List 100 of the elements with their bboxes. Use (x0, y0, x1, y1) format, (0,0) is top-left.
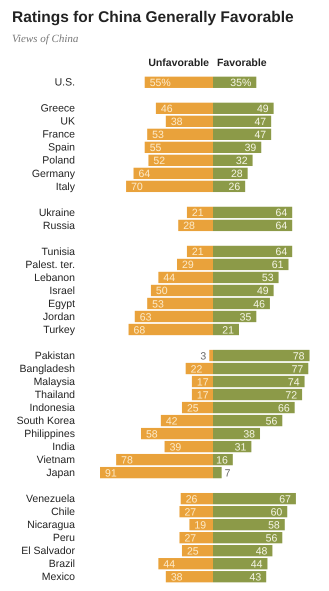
data-label: 27 (184, 506, 196, 518)
data-label: 58 (268, 519, 280, 532)
data-label: 66 (278, 402, 290, 414)
data-label: 55% (150, 77, 171, 90)
data-label: 7 (224, 467, 231, 480)
data-label: 64 (276, 220, 288, 232)
data-label: 39 (244, 142, 256, 154)
data-label: 21 (222, 324, 234, 336)
data-label: 26 (228, 181, 240, 194)
data-label: 29 (182, 259, 194, 272)
y-tick-label: Israel (49, 284, 75, 297)
chart-subtitle: Views of China (12, 33, 79, 45)
y-tick-label: Vietnam (36, 454, 76, 466)
data-label: 22 (190, 363, 203, 376)
data-label: 53 (152, 129, 164, 142)
data-label: 26 (186, 493, 198, 506)
y-tick-label: Turkey (43, 324, 76, 336)
y-tick-label: Greece (40, 102, 76, 115)
data-label: 48 (256, 545, 268, 558)
data-label: 49 (256, 103, 269, 116)
data-label: 70 (131, 181, 143, 194)
data-label: 49 (256, 285, 269, 298)
data-label: 39 (170, 441, 182, 454)
data-label: 38 (170, 116, 183, 128)
data-label: 61 (272, 259, 284, 272)
data-label: 63 (140, 311, 152, 324)
y-tick-label: UK (60, 116, 75, 128)
y-tick-label: France (42, 128, 76, 141)
data-label: 72 (285, 389, 298, 402)
data-label: 44 (163, 558, 176, 570)
data-label: 17 (196, 376, 209, 388)
data-label: 55 (150, 142, 162, 154)
data-label: 17 (196, 389, 209, 402)
data-label: 64 (276, 246, 288, 258)
data-label: 74 (288, 376, 300, 388)
data-label: 78 (121, 454, 133, 466)
y-tick-label: Brazil (48, 558, 75, 570)
data-label: 44 (163, 272, 176, 284)
y-tick-label: Peru (52, 532, 76, 544)
data-label: 28 (183, 220, 196, 232)
y-tick-label: Russia (42, 220, 76, 232)
y-tick-label: Pakistan (34, 350, 76, 362)
y-tick-label: Indonesia (29, 402, 76, 414)
data-label: 91 (105, 467, 117, 480)
data-label: 19 (194, 519, 206, 532)
y-tick-label: Poland (42, 154, 76, 167)
y-tick-label: Italy (56, 180, 76, 193)
data-label: 46 (160, 103, 173, 116)
data-label: 50 (156, 285, 168, 298)
data-label: 16 (216, 454, 228, 466)
data-label: 64 (138, 168, 150, 180)
series-label: Unfavorable (148, 57, 210, 69)
data-label: 52 (153, 155, 166, 168)
data-label: 56 (266, 532, 278, 544)
data-label: 60 (270, 506, 282, 518)
y-tick-label: Japan (46, 466, 76, 479)
data-label: 68 (134, 324, 146, 336)
chart-title: Ratings for China Generally Favorable (12, 9, 294, 26)
data-label: 47 (254, 116, 266, 128)
y-tick-label: U.S. (54, 76, 75, 89)
data-label: 58 (146, 428, 158, 440)
y-tick-label: Palest. ter. (25, 258, 75, 271)
data-label: 21 (192, 207, 204, 220)
data-label: 28 (230, 168, 243, 180)
data-label: 44 (250, 558, 263, 570)
data-label: 27 (184, 532, 196, 544)
y-tick-label: Venezuela (26, 492, 76, 505)
data-label: 3 (200, 350, 206, 362)
y-tick-label: Jordan (42, 310, 76, 323)
data-label: 77 (292, 363, 304, 376)
y-tick-label: Bangladesh (20, 362, 76, 375)
bar (209, 350, 213, 362)
data-label: 53 (152, 298, 164, 310)
data-label: 38 (170, 571, 183, 584)
data-label: 38 (243, 428, 256, 440)
data-label: 47 (254, 129, 266, 142)
data-label: 53 (262, 272, 274, 284)
data-label: 43 (250, 571, 262, 584)
series-label: Favorable (217, 57, 267, 69)
y-tick-label: Malaysia (34, 376, 76, 388)
y-tick-label: South Korea (16, 414, 76, 427)
y-tick-label: Philippines (24, 428, 75, 440)
y-tick-label: Chile (51, 506, 76, 518)
data-label: 42 (166, 415, 178, 428)
data-label: 67 (279, 493, 292, 506)
data-label: 21 (192, 246, 204, 258)
data-label: 25 (186, 402, 199, 414)
y-tick-label: Germany (32, 168, 76, 180)
y-tick-label: Nicaragua (27, 519, 76, 532)
y-tick-label: Spain (48, 142, 76, 154)
data-label: 78 (292, 350, 305, 362)
data-label: 35 (240, 311, 252, 324)
data-label: 46 (253, 298, 266, 310)
data-label: 35% (230, 77, 252, 90)
y-tick-label: Mexico (42, 571, 76, 584)
data-label: 32 (236, 155, 248, 168)
y-tick-label: Ukraine (38, 206, 76, 219)
data-label: 31 (234, 441, 247, 454)
data-label: 56 (266, 415, 278, 428)
data-label: 64 (276, 207, 288, 220)
